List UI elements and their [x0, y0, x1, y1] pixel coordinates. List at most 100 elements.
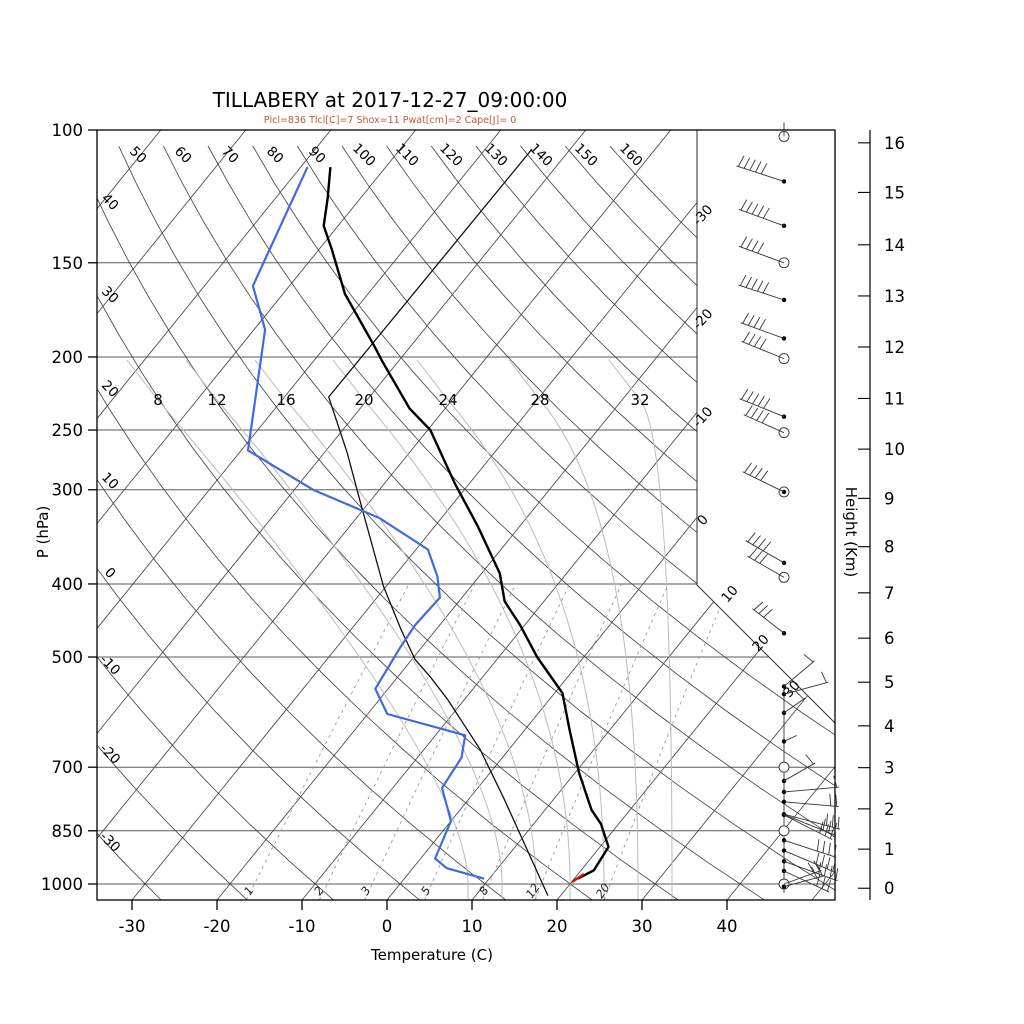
pressure-tick-label: 1000 — [41, 875, 83, 894]
isotherm-line — [97, 130, 162, 900]
dry-adiabat-label: 50 — [126, 143, 149, 166]
dry-adiabat-line — [296, 145, 835, 900]
dry-adiabat-line — [97, 145, 248, 900]
temperature-tick-label: -20 — [204, 917, 231, 936]
surface-parcel-marker — [571, 872, 585, 884]
grid-lines — [0, 130, 835, 900]
isotherm-line — [97, 130, 587, 900]
isotherm-label: -20 — [690, 306, 717, 333]
isotherm-line — [97, 130, 417, 900]
dry-adiabat-label: 60 — [171, 143, 194, 166]
isotherm-label: 10 — [718, 583, 741, 606]
mixing-ratio-line — [482, 583, 623, 900]
mixing-ratio-label: 20 — [593, 881, 613, 901]
moist-adiabat-label: 32 — [630, 391, 649, 409]
moist-adiabat-label: 28 — [530, 391, 549, 409]
isotherm-line — [131, 130, 757, 900]
height-tick-label: 15 — [884, 183, 905, 202]
height-tick-label: 1 — [884, 840, 895, 859]
temperature-tick-label: -10 — [289, 917, 316, 936]
dry-adiabat-label: 120 — [436, 140, 466, 170]
moist-adiabat-label: 8 — [153, 391, 163, 409]
dry-adiabat-line — [520, 145, 835, 900]
pressure-tick-label: 150 — [52, 254, 84, 273]
height-tick-label: 16 — [884, 134, 905, 153]
height-tick-label: 0 — [884, 879, 895, 898]
isotherm-line — [97, 130, 672, 900]
dry-adiabat-line — [97, 145, 334, 900]
height-tick-label: 3 — [884, 759, 895, 778]
dry-adiabat-line — [118, 145, 835, 900]
dry-adiabat-line — [252, 145, 835, 900]
isotherm-line — [97, 130, 502, 900]
dry-adiabat-line — [207, 145, 835, 900]
pressure-tick-label: 700 — [52, 758, 84, 777]
height-tick-label: 14 — [884, 236, 905, 255]
x-axis-label: Temperature (C) — [371, 946, 493, 964]
dry-adiabat-line — [97, 145, 507, 900]
pressure-tick-label: 500 — [52, 648, 84, 667]
temperature-tick-label: 0 — [382, 917, 393, 936]
moist-adiabat-line — [332, 359, 571, 900]
plot-frame — [96, 129, 836, 901]
pressure-tick-label: 100 — [52, 121, 84, 140]
dry-adiabat-label: 130 — [481, 140, 511, 170]
chart-title: TILLABERY at 2017-12-27_09:00:00 — [212, 88, 568, 112]
moist-adiabat-line — [608, 359, 673, 900]
dry-adiabat-label: 20 — [98, 377, 121, 400]
pressure-tick-label: 200 — [52, 348, 84, 367]
height-tick-label: 13 — [884, 287, 905, 306]
mixing-ratio-label: 2 — [311, 884, 327, 898]
dry-adiabat-label: 140 — [526, 140, 556, 170]
temperature-tick-label: 10 — [462, 917, 483, 936]
dry-adiabat-line — [430, 145, 835, 900]
isotherm-line — [641, 130, 835, 900]
dry-adiabat-label: 150 — [571, 140, 601, 170]
moist-adiabat-line — [126, 359, 469, 900]
height-tick-label: 10 — [884, 440, 905, 459]
parcel-profile-line — [327, 148, 549, 896]
dry-adiabat-label: 80 — [263, 143, 286, 166]
pressure-tick-label: 250 — [52, 421, 84, 440]
isotherm-label: 20 — [749, 632, 772, 655]
mixing-ratio-line — [364, 583, 517, 900]
dry-adiabat-label: 100 — [349, 140, 379, 170]
moist-adiabat-line — [416, 359, 605, 900]
moist-adiabat-label: 20 — [354, 391, 373, 409]
temperature-tick-label: 30 — [632, 917, 653, 936]
dry-adiabat-label: 40 — [98, 190, 121, 213]
pressure-tick-label: 300 — [52, 481, 84, 500]
height-tick-label: 9 — [884, 489, 895, 508]
isotherm-label: -10 — [690, 404, 717, 431]
dry-adiabat-line — [97, 145, 593, 900]
isotherm-line — [97, 130, 332, 900]
height-tick-label: 8 — [884, 538, 895, 557]
moist-adiabat-line — [508, 359, 639, 900]
dry-adiabat-line — [564, 145, 835, 900]
height-tick-label: 11 — [884, 389, 905, 408]
height-tick-label: 6 — [884, 629, 895, 648]
mixing-ratio-line — [245, 583, 410, 900]
moist-adiabat-label: 16 — [276, 391, 295, 409]
height-tick-label: 4 — [884, 717, 895, 736]
isotherm-line — [0, 130, 76, 900]
moist-adiabat-line — [185, 359, 503, 900]
height-tick-label: 7 — [884, 584, 895, 603]
dry-adiabat-line — [97, 145, 420, 900]
mixing-ratio-line — [424, 583, 571, 900]
isotherm-line — [97, 130, 247, 900]
isotherm-label: -30 — [690, 202, 717, 229]
isotherm-line — [556, 130, 835, 900]
moist-adiabat-label: 24 — [438, 391, 457, 409]
dewpoint-profile-line — [246, 166, 485, 880]
dry-adiabat-line — [163, 145, 835, 900]
temperature-tick-label: -30 — [119, 917, 146, 936]
pressure-tick-label: 850 — [52, 822, 84, 841]
dry-adiabat-label: -20 — [96, 741, 123, 768]
temperature-tick-label: 40 — [717, 917, 738, 936]
mixing-ratio-label: 1 — [241, 884, 257, 898]
dry-adiabat-label: 110 — [392, 140, 422, 170]
pressure-tick-label: 400 — [52, 575, 84, 594]
